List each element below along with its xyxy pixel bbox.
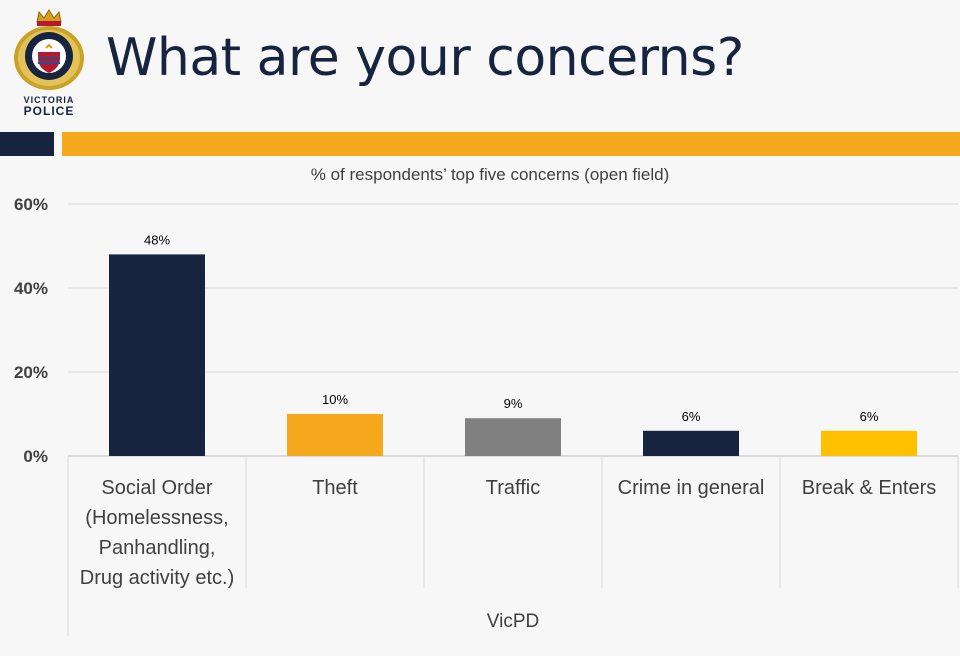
category-label: Theft <box>312 477 358 499</box>
concerns-bar-chart: % of respondents’ top five concerns (ope… <box>0 156 960 656</box>
bar <box>821 430 917 456</box>
data-label: 6% <box>682 409 701 424</box>
page-title: What are your concerns? <box>106 28 744 88</box>
bar <box>287 414 383 456</box>
data-label: 9% <box>504 396 523 411</box>
data-label: 10% <box>322 392 348 407</box>
logo-text-victoria: VICTORIA <box>23 95 75 105</box>
chart-title: % of respondents’ top five concerns (ope… <box>311 165 669 184</box>
data-label: 48% <box>144 232 170 247</box>
category-label: Break & Enters <box>802 477 937 499</box>
logo-text-police: POLICE <box>23 104 75 118</box>
category-label: Crime in general <box>618 477 765 499</box>
victoria-police-logo: VICTORIA POLICE <box>10 8 88 118</box>
gridlines <box>67 203 959 636</box>
header-band-navy <box>0 132 54 156</box>
y-axis-tick-labels: 0% 20% 40% 60% <box>14 195 48 466</box>
bar <box>465 418 561 456</box>
data-label: 6% <box>860 409 879 424</box>
group-label: VicPD <box>487 611 539 632</box>
header-band-gold <box>62 132 960 156</box>
category-label: Traffic <box>486 477 540 499</box>
victoria-police-crest-icon <box>14 9 84 90</box>
chart-svg: % of respondents’ top five concerns (ope… <box>14 165 959 636</box>
bar <box>109 254 205 456</box>
y-tick-label: 40% <box>14 279 48 298</box>
y-tick-label: 20% <box>14 363 48 382</box>
bar <box>643 430 739 456</box>
data-labels: 48% 10% 9% 6% 6% <box>144 232 879 423</box>
bars <box>109 254 917 456</box>
category-label: Social Order (Homelessness, Panhandling, Dr… <box>80 477 234 589</box>
y-tick-label: 60% <box>14 195 48 214</box>
category-labels: Social Order (Homelessness, Panhandling, Dr… <box>80 477 937 589</box>
y-tick-label: 0% <box>23 447 48 466</box>
